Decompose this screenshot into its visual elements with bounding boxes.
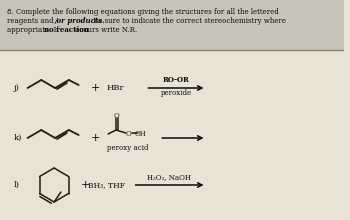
Text: no reaction: no reaction [44, 26, 89, 34]
Text: l): l) [14, 181, 20, 189]
Bar [0, 0, 344, 50]
Text: occurs write N.R.: occurs write N.R. [73, 26, 137, 34]
Text: 8. Complete the following equations giving the structures for all the lettered: 8. Complete the following equations givi… [7, 8, 279, 16]
Text: peroxy acid: peroxy acid [107, 144, 148, 152]
Text: /or products.: /or products. [55, 17, 106, 25]
Text: RO-OR: RO-OR [162, 76, 189, 84]
Text: O: O [114, 112, 120, 120]
Text: H₂O₂, NaOH: H₂O₂, NaOH [147, 173, 191, 181]
Text: O: O [126, 130, 132, 138]
Text: HBr: HBr [106, 84, 124, 92]
Text: +: + [91, 133, 100, 143]
Text: j): j) [14, 84, 20, 92]
Text: +: + [91, 83, 100, 93]
Text: appropriate. If: appropriate. If [7, 26, 61, 34]
Text: Be sure to indicate the correct stereochemistry where: Be sure to indicate the correct stereoch… [91, 17, 286, 25]
Text: BH₃, THF: BH₃, THF [88, 181, 125, 189]
Text: reagents and: reagents and [7, 17, 56, 25]
Text: peroxide: peroxide [160, 89, 191, 97]
Text: OH: OH [135, 130, 146, 138]
Text: +: + [81, 180, 90, 190]
Text: k): k) [14, 134, 22, 142]
